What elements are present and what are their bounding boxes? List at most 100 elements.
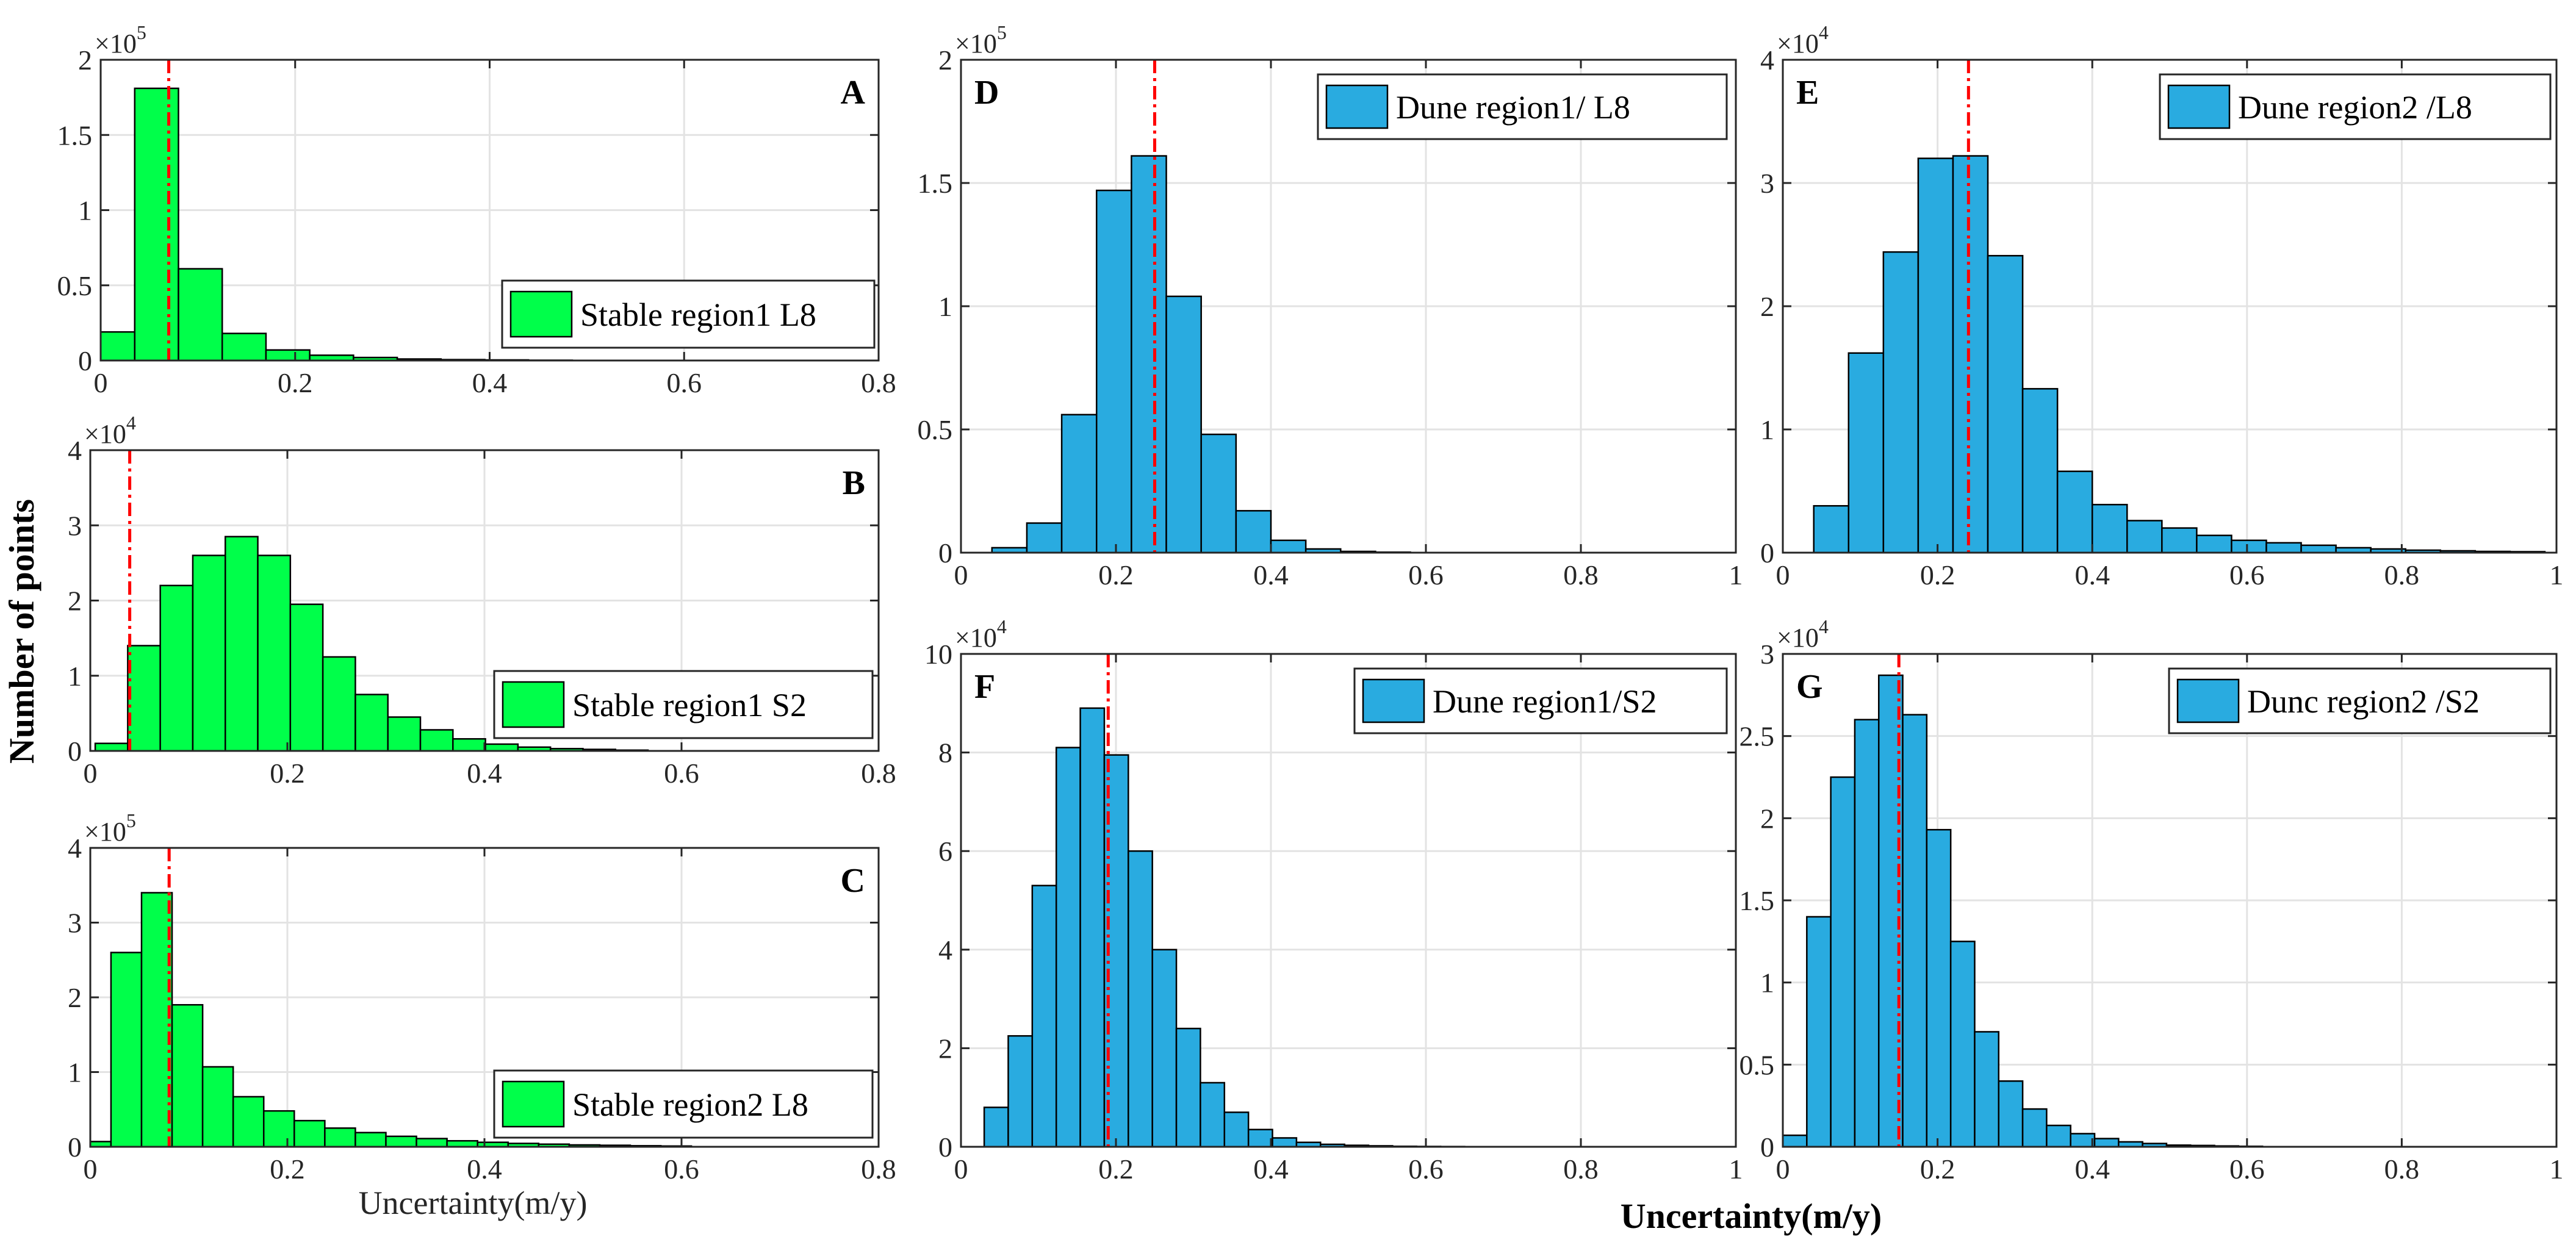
legend-label: Dune region2 /L8 bbox=[2238, 89, 2472, 126]
legend-label: Stable region1 L8 bbox=[580, 296, 816, 333]
y-exponent-power: 4 bbox=[1819, 21, 1829, 43]
legend-label: Dune region1/ L8 bbox=[1396, 89, 1630, 126]
histogram-bar bbox=[221, 332, 267, 362]
y-tick-label: 3 bbox=[1760, 168, 1774, 199]
histogram-bar bbox=[2021, 388, 2059, 554]
histogram-bar bbox=[1200, 1082, 1226, 1148]
y-tick-label: 1.5 bbox=[1740, 885, 1775, 916]
x-tick-label: 0.8 bbox=[861, 758, 896, 789]
histogram-bar bbox=[322, 656, 356, 752]
x-tick-label: 0 bbox=[954, 1154, 968, 1185]
panel-letter: F bbox=[974, 668, 995, 706]
x-tick-label: 0.6 bbox=[1408, 559, 1444, 590]
histogram-bar bbox=[257, 554, 292, 752]
panel-letter: D bbox=[974, 74, 999, 112]
histogram-bar bbox=[2056, 470, 2093, 554]
x-tick-label: 0.6 bbox=[2229, 1154, 2265, 1185]
histogram-bar bbox=[1952, 155, 1989, 554]
y-exponent-label: ×104 bbox=[1777, 21, 1829, 59]
x-tick-label: 0.2 bbox=[1098, 559, 1134, 590]
histogram-bar bbox=[1060, 414, 1098, 554]
histogram-bar bbox=[324, 1127, 356, 1148]
legend-swatch bbox=[509, 290, 573, 338]
y-tick-label: 2 bbox=[938, 45, 952, 76]
histogram-bar bbox=[1175, 1027, 1201, 1148]
y-exponent-label: ×104 bbox=[84, 412, 136, 449]
histogram-bar bbox=[1079, 707, 1106, 1148]
legend-swatch bbox=[502, 681, 565, 728]
x-tick-label: 0 bbox=[84, 758, 98, 789]
histogram-bar bbox=[293, 1119, 326, 1148]
left-x-axis-label: Uncertainty(m/y) bbox=[359, 1185, 588, 1221]
panel-c: 0 0.2 0.4 0.6 0.8 0 1 2 3 4×105 Stable region2 L8 C bbox=[68, 809, 896, 1185]
histogram-bar bbox=[2161, 527, 2198, 554]
x-tick-label: 0.6 bbox=[2229, 559, 2265, 590]
x-tick-label: 0.8 bbox=[1563, 559, 1599, 590]
panel-a: 0 0.2 0.4 0.6 0.8 0 0.5 1 1.5 2×105 Stable region1… bbox=[57, 21, 896, 398]
histogram-bar bbox=[171, 1004, 204, 1148]
y-tick-label: 4 bbox=[938, 935, 952, 966]
histogram-bar bbox=[1235, 510, 1272, 554]
x-tick-label: 0.6 bbox=[667, 367, 702, 398]
histogram-bar bbox=[1272, 1137, 1298, 1148]
histogram-bar bbox=[387, 716, 422, 752]
x-tick-label: 0.2 bbox=[1920, 559, 1955, 590]
shared-y-axis-label: Number of points bbox=[2, 499, 41, 764]
histogram-bar bbox=[110, 952, 143, 1148]
histogram-bar bbox=[1830, 776, 1856, 1148]
histogram-bar bbox=[983, 1107, 1009, 1148]
x-tick-label: 0.4 bbox=[1253, 559, 1289, 590]
histogram-bar bbox=[1055, 747, 1081, 1148]
y-exponent-label: ×105 bbox=[955, 21, 1007, 59]
legend-label: Dune region1/S2 bbox=[1433, 683, 1657, 720]
shared-x-axis-label: Uncertainty(m/y) bbox=[1621, 1196, 1882, 1236]
x-tick-label: 0.4 bbox=[467, 1154, 502, 1185]
y-tick-label: 4 bbox=[1760, 45, 1774, 76]
histogram-bar bbox=[1200, 433, 1237, 554]
legend: Stable region2 L8 bbox=[493, 1069, 874, 1139]
histogram-bar bbox=[1223, 1111, 1250, 1148]
x-tick-label: 0.4 bbox=[472, 367, 508, 398]
x-tick-label: 1 bbox=[2550, 559, 2564, 590]
y-tick-label: 0.5 bbox=[918, 414, 953, 445]
y-exponent-label: ×104 bbox=[1777, 615, 1829, 653]
y-tick-label: 2 bbox=[68, 586, 82, 617]
histogram-bar bbox=[1806, 916, 1832, 1148]
x-tick-label: 1 bbox=[2550, 1154, 2564, 1185]
histogram-bar bbox=[127, 645, 161, 752]
y-tick-label: 1 bbox=[1760, 967, 1774, 999]
x-tick-label: 0.6 bbox=[1408, 1154, 1444, 1185]
histogram-bar bbox=[2231, 539, 2267, 554]
legend-swatch bbox=[502, 1080, 565, 1128]
x-tick-label: 0.4 bbox=[2074, 559, 2110, 590]
histogram-bar bbox=[354, 694, 389, 752]
panel-e: 0 0.2 0.4 0.6 0.8 1 0 1 2 3 4×104 Dune region2 /L8 E bbox=[1760, 21, 2564, 590]
x-tick-label: 0.8 bbox=[2384, 1154, 2420, 1185]
legend: Dune region1/ L8 bbox=[1317, 73, 1728, 140]
y-tick-label: 2 bbox=[68, 982, 82, 1013]
histogram-bar bbox=[1026, 522, 1063, 554]
legend-label: Stable region2 L8 bbox=[572, 1086, 808, 1123]
y-tick-label: 0 bbox=[78, 345, 92, 376]
histogram-bar bbox=[1165, 295, 1202, 554]
y-tick-label: 10 bbox=[924, 639, 952, 670]
histogram-bar bbox=[1247, 1128, 1273, 1148]
histogram-bar bbox=[1782, 1134, 1808, 1148]
panel-letter: G bbox=[1796, 668, 1823, 706]
y-tick-label: 0 bbox=[1760, 537, 1774, 569]
y-tick-label: 0 bbox=[938, 537, 952, 569]
x-tick-label: 0.8 bbox=[2384, 559, 2420, 590]
histogram-bar bbox=[1813, 504, 1850, 554]
x-tick-label: 0.8 bbox=[861, 367, 896, 398]
y-tick-label: 2 bbox=[1760, 291, 1774, 322]
y-tick-label: 8 bbox=[938, 737, 952, 769]
y-tick-label: 4 bbox=[68, 833, 82, 864]
histogram-bar bbox=[159, 584, 194, 752]
axes-box bbox=[960, 653, 1737, 1148]
y-tick-label: 1 bbox=[68, 1057, 82, 1088]
histogram-bar bbox=[192, 554, 226, 752]
histogram-bar bbox=[1031, 884, 1057, 1148]
y-exponent-power: 5 bbox=[997, 21, 1007, 43]
